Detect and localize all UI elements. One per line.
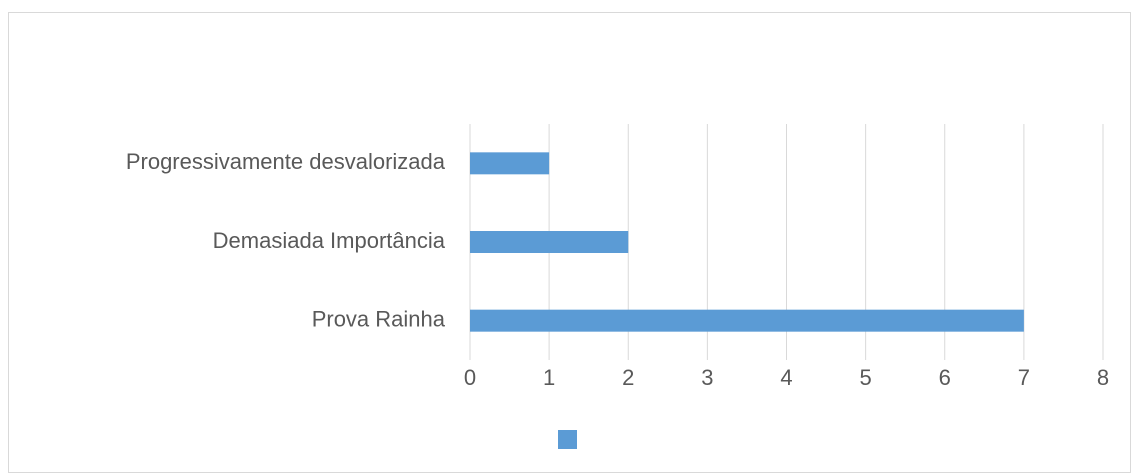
y-tick-label: Demasiada Importância bbox=[213, 228, 446, 253]
x-tick-label: 2 bbox=[622, 365, 634, 390]
y-tick-label: Progressivamente desvalorizada bbox=[126, 149, 446, 174]
x-tick-label: 6 bbox=[939, 365, 951, 390]
bar bbox=[470, 309, 1024, 332]
x-tick-label: 8 bbox=[1097, 365, 1109, 390]
legend-marker bbox=[558, 430, 577, 449]
x-tick-label: 7 bbox=[1018, 365, 1030, 390]
bar bbox=[470, 152, 550, 175]
x-tick-label: 0 bbox=[464, 365, 476, 390]
y-tick-label: Prova Rainha bbox=[312, 306, 446, 331]
x-tick-label: 1 bbox=[543, 365, 555, 390]
x-tick-label: 4 bbox=[780, 365, 792, 390]
x-tick-label: 3 bbox=[701, 365, 713, 390]
x-tick-label: 5 bbox=[860, 365, 872, 390]
bar bbox=[470, 231, 629, 253]
